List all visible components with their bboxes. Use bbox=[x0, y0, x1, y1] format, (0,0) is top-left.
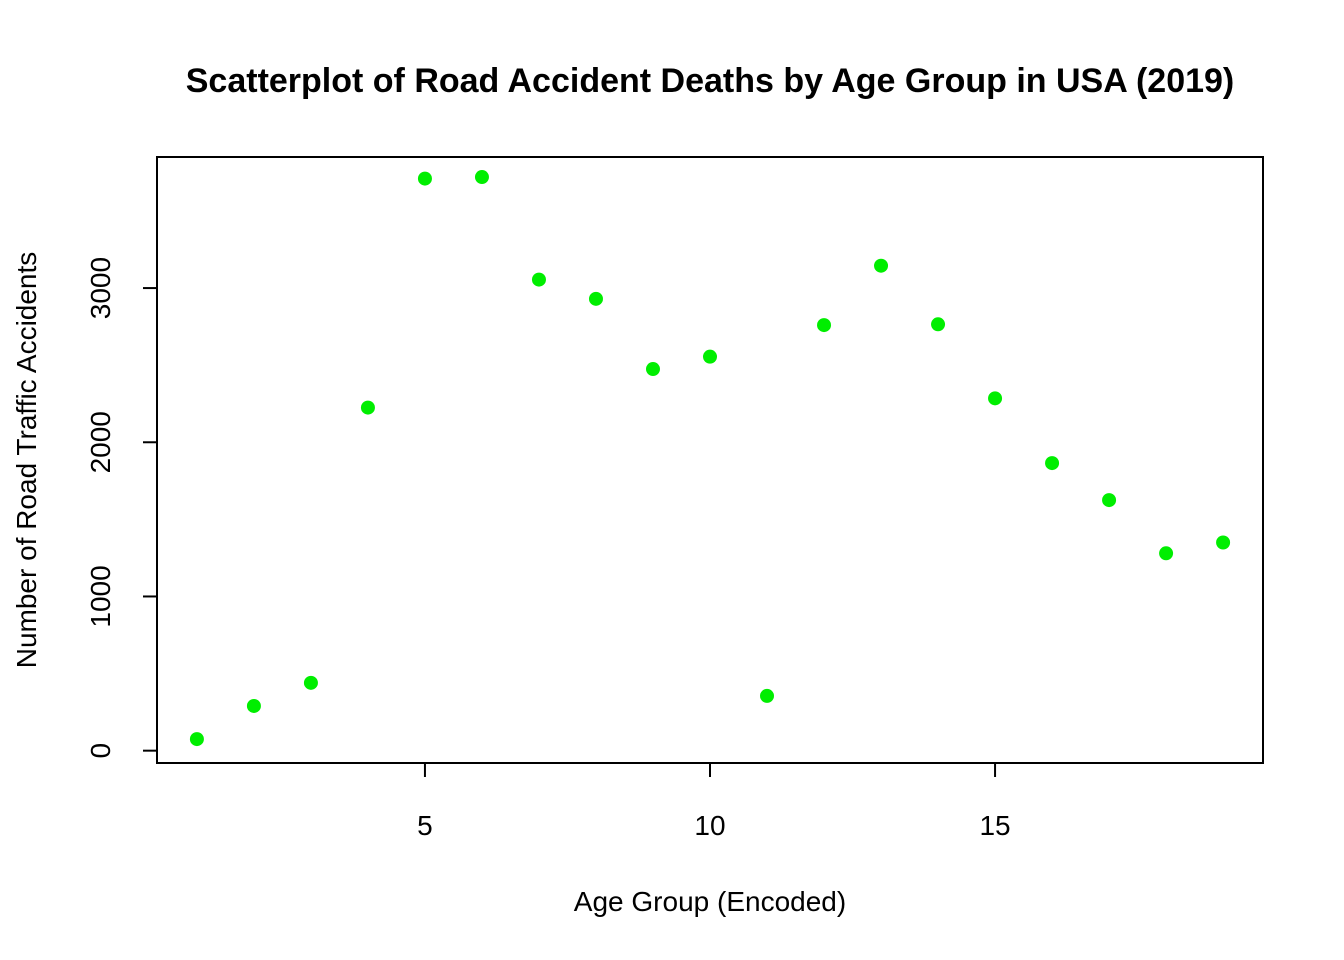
data-point bbox=[703, 349, 717, 364]
data-point bbox=[189, 732, 204, 747]
data-point bbox=[874, 258, 889, 273]
y-tick-label: 2000 bbox=[85, 411, 116, 473]
x-tick-label: 5 bbox=[417, 810, 433, 841]
data-point bbox=[1045, 456, 1060, 471]
data-point bbox=[1159, 546, 1174, 561]
data-point bbox=[817, 318, 832, 333]
data-point bbox=[1102, 493, 1117, 508]
data-point bbox=[531, 272, 546, 287]
y-axis-label: Number of Road Traffic Accidents bbox=[11, 252, 42, 669]
x-axis: 5 10 15 bbox=[417, 762, 1011, 841]
plot-frame bbox=[156, 156, 1264, 764]
data-point bbox=[303, 675, 318, 690]
data-point bbox=[474, 170, 489, 185]
data-point bbox=[645, 362, 660, 377]
chart-title: Scatterplot of Road Accident Deaths by A… bbox=[186, 62, 1235, 100]
data-point bbox=[246, 698, 261, 713]
y-axis: 0 1000 2000 3000 bbox=[85, 257, 158, 759]
data-points bbox=[189, 170, 1231, 747]
data-point bbox=[760, 688, 775, 703]
data-point bbox=[417, 171, 432, 186]
x-tick-label: 10 bbox=[694, 810, 725, 841]
x-axis-label: Age Group (Encoded) bbox=[574, 886, 846, 917]
data-point bbox=[360, 400, 375, 415]
y-tick-label: 1000 bbox=[85, 565, 116, 627]
data-point bbox=[1216, 535, 1231, 550]
y-tick-label: 3000 bbox=[85, 257, 116, 319]
x-tick-label: 15 bbox=[979, 810, 1010, 841]
data-point bbox=[588, 291, 603, 306]
y-tick-label: 0 bbox=[85, 743, 116, 759]
data-point bbox=[931, 317, 946, 332]
data-point bbox=[988, 391, 1003, 406]
